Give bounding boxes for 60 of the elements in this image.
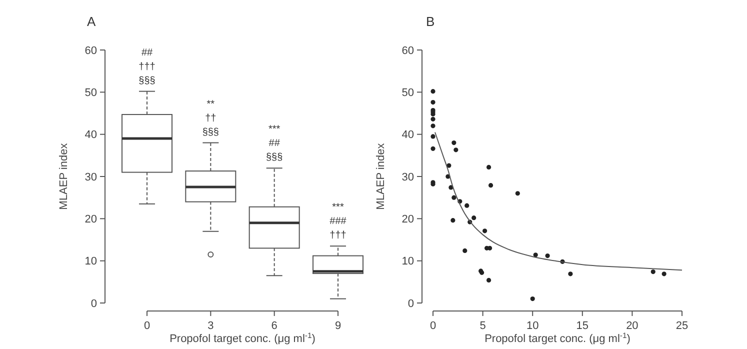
point [662,272,666,276]
y-tick-label: 60 [84,44,97,57]
y-tick-label: 10 [84,256,97,268]
x-tick-label: 25 [676,320,688,332]
annotation: *** ### ††† [330,202,347,242]
y-tick-label: 30 [84,171,97,184]
point [430,134,436,139]
x-axis-title: Propofol target conc. (μg ml$^{-1}$) [170,330,316,345]
annotation: *** ## §§§ [266,124,283,164]
point [452,195,456,200]
y-axis-title: MLAEP index [58,142,70,210]
point [430,116,436,122]
y-tick-label: 0 [408,298,414,310]
point [486,278,492,283]
y-tick-label: 20 [84,214,97,226]
x-tick-label: 10 [526,320,539,332]
point [452,140,456,146]
y-axis-title: MLAEP index [375,142,387,210]
x-tick-label: 0 [144,320,150,332]
point [488,183,494,188]
point [430,89,436,94]
x-tick-label: 3 [208,320,214,332]
point [482,228,488,234]
point [515,191,520,196]
point [450,218,456,223]
point [486,164,492,170]
chart-title: B [426,14,435,29]
line-series [434,132,682,271]
x-tick-label: 5 [480,320,486,332]
x-axis-title: Propofol target conc. (μg ml$^{-1}$) [484,330,630,345]
point [462,248,468,254]
y-tick-label: 20 [402,214,414,226]
point [430,146,436,151]
y-tick-label: 50 [84,87,97,100]
point [446,163,452,168]
x-tick-label: 0 [430,320,436,332]
y-tick-label: 30 [402,171,414,184]
point [530,296,535,302]
x-tick-label: 9 [334,320,342,332]
y-tick-label: 50 [402,87,414,100]
point [568,272,573,276]
point [533,252,538,258]
annotation: ## ††† §§§ [138,47,156,86]
y-tick-label: 40 [402,129,414,142]
point [464,203,470,208]
y-tick-label: 40 [84,129,97,142]
point [545,253,550,258]
x-tick-label: 20 [626,320,638,332]
point [650,269,656,274]
y-tick-label: 60 [402,44,414,57]
x-tick-label: 6 [271,320,278,332]
annotation: ** †† §§§ [202,98,220,138]
point [454,148,458,152]
point [472,216,476,220]
point [430,100,436,105]
y-tick-label: 0 [90,298,97,310]
point [430,124,436,128]
chart-title: A [87,14,96,29]
x-tick-label: 15 [576,320,589,332]
y-tick-label: 10 [402,256,414,268]
